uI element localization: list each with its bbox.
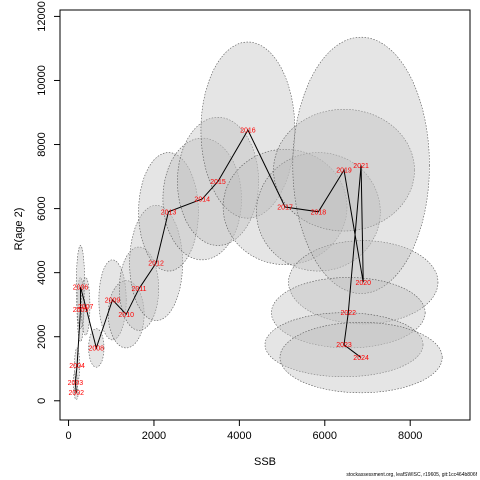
x-axis-title: SSB <box>254 456 276 468</box>
y-tick-label: 4000 <box>36 260 48 284</box>
year-label-2010: 2010 <box>118 312 134 319</box>
year-label-2023: 2023 <box>336 342 352 349</box>
year-label-2024: 2024 <box>353 355 369 362</box>
year-label-2004: 2004 <box>69 363 85 370</box>
year-label-2007: 2007 <box>78 304 94 311</box>
year-label-2014: 2014 <box>194 196 210 203</box>
year-label-2005: 2005 <box>73 307 89 314</box>
x-tick-label: 2000 <box>142 430 166 442</box>
trajectory-line-layer <box>74 129 364 393</box>
y-tick-label: 12000 <box>36 1 48 32</box>
year-label-2017: 2017 <box>277 204 293 211</box>
year-label-2009: 2009 <box>105 297 121 304</box>
y-axis: 0 2000 4000 6000 8000 10000 12000 <box>36 1 61 404</box>
confidence-ellipses <box>72 36 443 400</box>
year-label-2006: 2006 <box>73 285 89 292</box>
year-label-2019: 2019 <box>336 168 352 175</box>
year-label-2002: 2002 <box>68 390 84 397</box>
y-axis-title: R(age 2) <box>13 208 25 251</box>
year-label-2022: 2022 <box>340 310 356 317</box>
footer-note: stockassessment.org, leafSWISC, r19605, … <box>346 472 477 478</box>
year-label-2021: 2021 <box>353 163 369 170</box>
year-labels: 2002 2003 2004 2005 2006 2007 2008 2009 2010 2011… <box>68 128 372 397</box>
x-tick-label: 6000 <box>313 430 337 442</box>
y-tick-label: 6000 <box>36 196 48 220</box>
y-tick-label: 2000 <box>36 324 48 348</box>
y-tick-label: 8000 <box>36 132 48 156</box>
year-label-2020: 2020 <box>355 280 371 287</box>
x-axis: 0 2000 4000 6000 8000 <box>65 419 422 442</box>
x-tick-label: 0 <box>65 430 71 442</box>
year-label-2018: 2018 <box>311 209 327 216</box>
year-label-2013: 2013 <box>161 209 177 216</box>
y-tick-label: 10000 <box>36 65 48 96</box>
year-label-2011: 2011 <box>131 286 146 293</box>
year-label-2012: 2012 <box>148 261 164 268</box>
year-label-2016: 2016 <box>240 128 256 135</box>
year-label-2008: 2008 <box>89 345 105 352</box>
x-tick-label: 4000 <box>227 430 251 442</box>
trajectory-line <box>74 129 364 393</box>
year-label-2003: 2003 <box>68 380 84 387</box>
year-label-2015: 2015 <box>210 179 226 186</box>
x-tick-label: 8000 <box>398 430 422 442</box>
y-tick-label: 0 <box>36 398 48 404</box>
